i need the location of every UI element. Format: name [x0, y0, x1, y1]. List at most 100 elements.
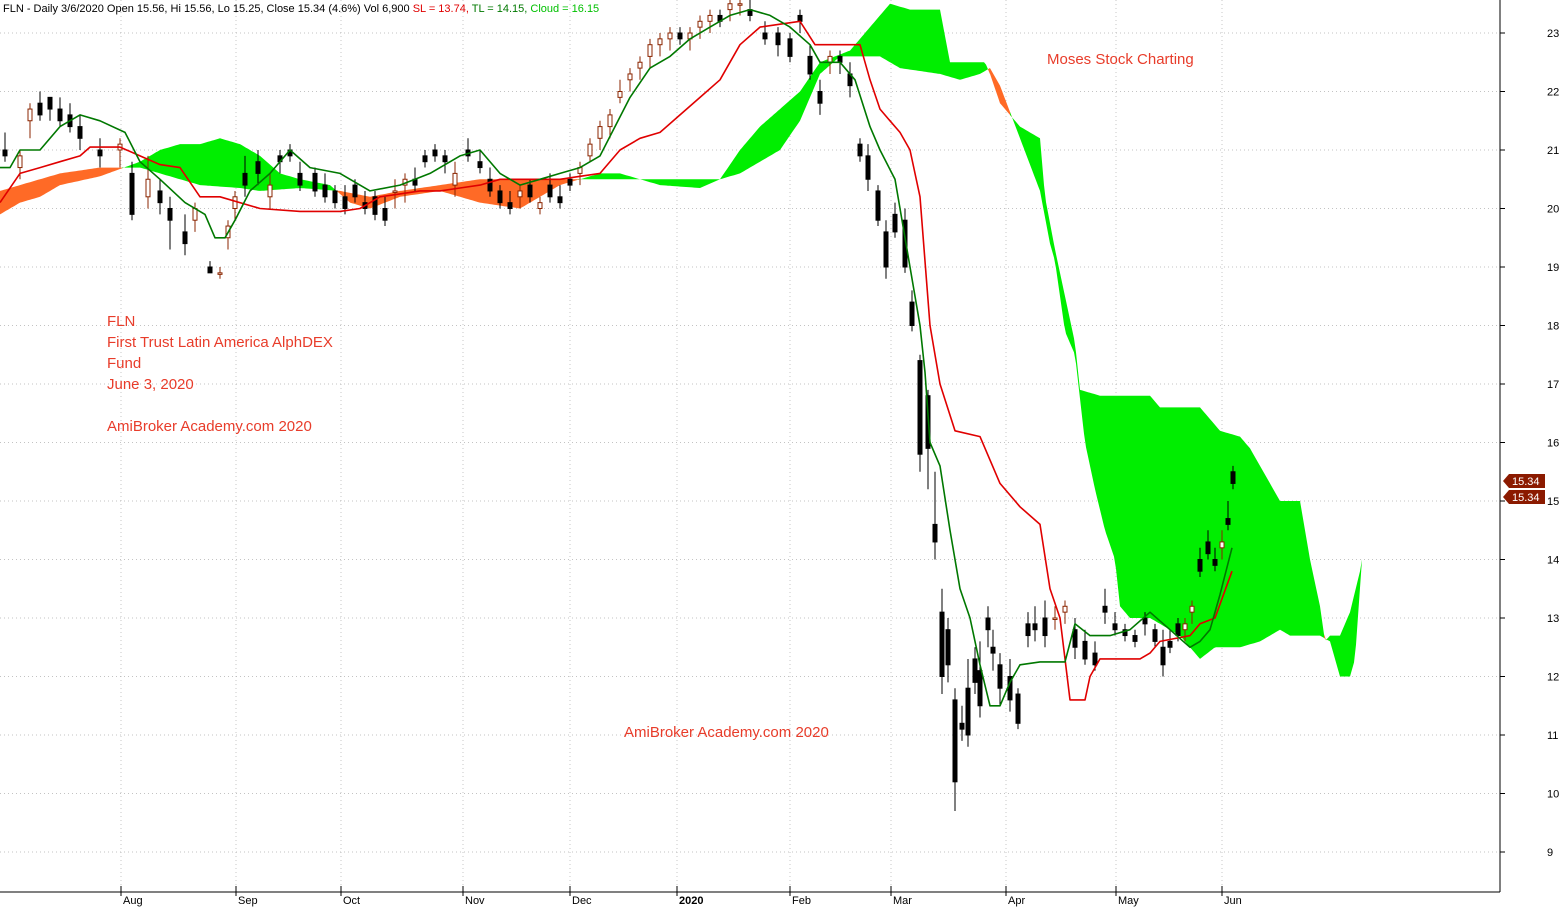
candle-102: [1032, 606, 1038, 642]
candle-body-102: [1032, 623, 1038, 631]
candle-70: [762, 21, 768, 45]
candle-111: [1122, 623, 1128, 642]
candle-101: [1025, 612, 1031, 648]
candle-body-116: [1167, 640, 1173, 648]
candle-body-71: [775, 32, 781, 46]
candle-body-43: [487, 178, 493, 192]
y-tick-label-18: 18: [1547, 321, 1559, 333]
candle-19: [232, 190, 238, 221]
candle-78: [847, 62, 853, 98]
candle-body-46: [517, 190, 523, 198]
candle-body-107: [1082, 640, 1088, 660]
candle-body-77: [837, 55, 843, 63]
info-line-1: FLN: [107, 313, 135, 330]
candle-body-11: [145, 178, 151, 198]
y-axis-ticks: 9 10 11 12 13 14 15 16 17 18 19 20 21 22 23: [1500, 28, 1559, 859]
candle-37: [422, 150, 428, 168]
candle-body-109: [1102, 605, 1108, 613]
candle-42: [477, 150, 483, 174]
candle-52: [577, 161, 583, 186]
candle-64: [697, 15, 703, 39]
cloud-bull-segment-1: [122, 138, 338, 193]
candle-body-117: [1175, 623, 1181, 637]
candle-94: [972, 647, 978, 695]
candle-body-42: [477, 161, 483, 169]
candle-body-61: [667, 32, 673, 40]
candle-body-105: [1062, 605, 1068, 613]
candle-89: [939, 588, 945, 695]
candle-75: [817, 79, 823, 115]
candle-25: [297, 161, 303, 191]
last-price-label: 15.34 15.34: [1503, 474, 1545, 504]
candle-35: [402, 173, 408, 203]
candle-57: [627, 68, 633, 92]
candle-body-97: [990, 646, 996, 654]
candle-body-28: [332, 190, 338, 204]
candle-17: [217, 267, 223, 279]
candle-body-76: [827, 55, 833, 63]
candle-body-49: [547, 184, 553, 198]
candle-body-101: [1025, 623, 1031, 637]
candle-108: [1092, 641, 1098, 671]
y-tick-label-10: 10: [1547, 789, 1559, 801]
candle-97: [990, 629, 996, 671]
candle-60: [657, 33, 663, 57]
candle-body-3: [37, 102, 43, 116]
candle-body-47: [527, 184, 533, 198]
candle-body-108: [1092, 652, 1098, 666]
candle-body-68: [737, 3, 743, 6]
candle-40: [452, 161, 458, 197]
candle-91: [952, 688, 958, 812]
candle-body-27: [322, 184, 328, 198]
candle-body-37: [422, 155, 428, 163]
candle-8: [97, 138, 103, 168]
y-tick-label-9: 9: [1547, 847, 1553, 859]
candle-92: [959, 705, 965, 741]
candle-120: [1197, 547, 1203, 578]
info-line-2: First Trust Latin America AlphDEX: [107, 334, 333, 351]
candle-112: [1132, 629, 1138, 648]
candle-28: [332, 185, 338, 209]
candle-104: [1052, 606, 1058, 630]
x-tick-label-8: Apr: [1008, 895, 1025, 907]
candle-body-125: [1230, 471, 1236, 484]
candle-body-120: [1197, 559, 1203, 572]
cloud-bear-segment-0: [0, 167, 124, 215]
candle-46: [517, 185, 523, 209]
candle-body-13: [167, 208, 173, 221]
candle-44: [497, 185, 503, 209]
candle-109: [1102, 588, 1108, 624]
candle-body-73: [797, 14, 803, 22]
candle-14: [182, 214, 188, 256]
x-tick-label-5: 2020: [679, 895, 703, 907]
candle-body-50: [557, 196, 563, 204]
info-footer: AmiBroker Academy.com 2020: [107, 418, 312, 435]
candle-body-12: [157, 190, 163, 204]
y-tick-label-15: 15: [1547, 496, 1559, 508]
candle-26: [312, 167, 318, 197]
y-tick-label-17: 17: [1547, 379, 1559, 391]
y-tick-label-22: 22: [1547, 87, 1559, 99]
candle-6: [67, 103, 73, 133]
candle-48: [537, 196, 543, 215]
candle-55: [607, 109, 613, 139]
candle-body-74: [807, 55, 813, 75]
candle-body-48: [537, 202, 543, 209]
candle-67: [727, 0, 733, 22]
y-tick-label-12: 12: [1547, 672, 1559, 684]
candle-74: [807, 44, 813, 80]
cloud-bull-segment-7: [1326, 559, 1362, 677]
candle-45: [507, 190, 513, 215]
chart-header: FLN - Daily 3/6/2020 Open 15.56, Hi 15.5…: [3, 3, 599, 15]
y-tick-label-16: 16: [1547, 438, 1559, 450]
candle-body-30: [352, 184, 358, 198]
cloud-bear-segment-2: [336, 179, 580, 209]
x-tick-label-7: Mar: [893, 895, 912, 907]
candle-body-89: [939, 611, 945, 678]
candle-100: [1015, 688, 1021, 730]
candle-body-111: [1122, 629, 1128, 637]
candle-93: [965, 658, 971, 747]
candle-body-1: [17, 155, 23, 169]
candle-body-60: [657, 38, 663, 46]
